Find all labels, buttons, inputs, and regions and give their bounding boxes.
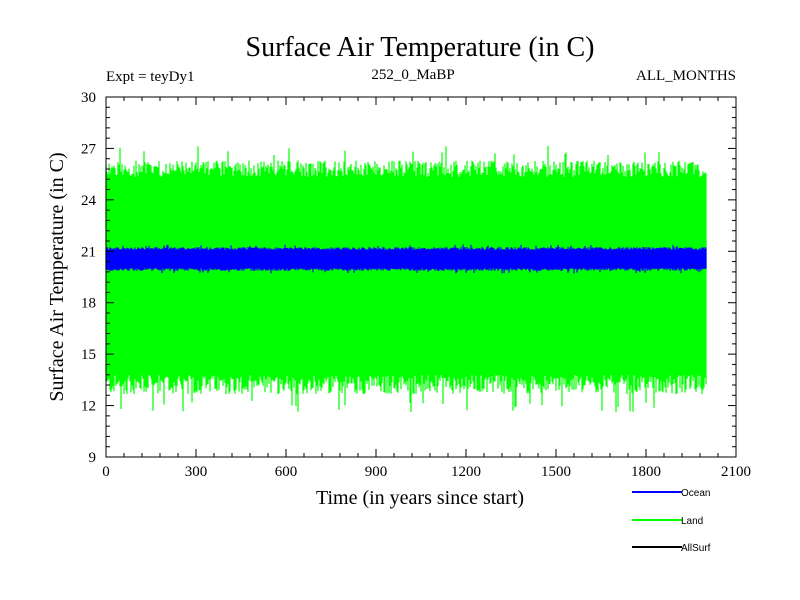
x-tick-label: 0 xyxy=(102,464,110,480)
y-axis-label: Surface Air Temperature (in C) xyxy=(46,152,68,401)
x-tick-label: 600 xyxy=(275,464,298,480)
y-tick-label: 24 xyxy=(81,193,97,209)
x-tick-label: 300 xyxy=(185,464,208,480)
x-axis-label: Time (in years since start) xyxy=(316,487,524,509)
experiment-label: Expt = teyDy1 xyxy=(106,69,194,85)
plot-frame xyxy=(105,96,737,458)
legend-label-ocean: Ocean xyxy=(681,488,710,499)
series-layer xyxy=(105,145,707,412)
legend-label-land: Land xyxy=(681,516,703,527)
x-tick-label: 1500 xyxy=(541,464,571,480)
tick-layer: 0 300 600 900 1200 1500 1800 2100 9 12 15 18 21 24 27 3… xyxy=(81,90,751,480)
x-tick-label: 1200 xyxy=(451,464,481,480)
legend-label-allsurf: AllSurf xyxy=(681,543,711,554)
x-tick-label: 1800 xyxy=(631,464,661,480)
x-tick-label: 900 xyxy=(365,464,388,480)
months-label: ALL_MONTHS xyxy=(636,68,736,84)
chart-title: Surface Air Temperature (in C) xyxy=(246,32,595,63)
y-tick-label: 21 xyxy=(81,244,96,260)
period-label: 252_0_MaBP xyxy=(371,67,454,83)
legend: Ocean Land AllSurf xyxy=(632,488,711,554)
series-land xyxy=(105,145,707,412)
y-tick-label: 27 xyxy=(81,141,97,157)
y-tick-label: 15 xyxy=(81,347,96,363)
x-tick-label: 2100 xyxy=(721,464,751,480)
y-tick-label: 18 xyxy=(81,296,96,312)
y-tick-label: 9 xyxy=(89,450,97,466)
y-tick-label: 12 xyxy=(81,399,96,415)
y-tick-label: 30 xyxy=(81,90,96,106)
